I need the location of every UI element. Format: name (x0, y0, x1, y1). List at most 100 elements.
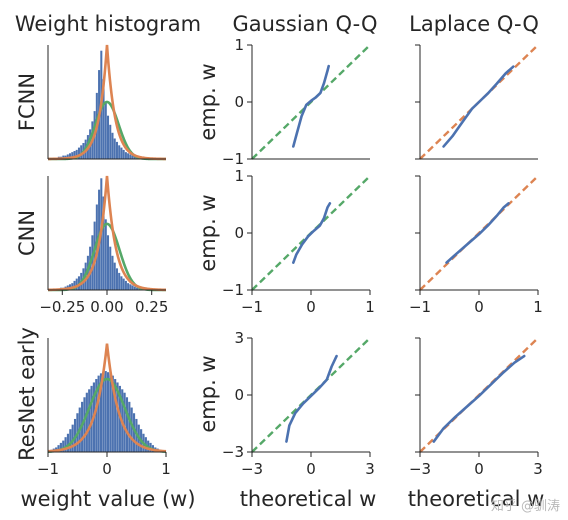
histogram-bar (136, 287, 139, 290)
y-tick-label: 0 (234, 224, 244, 242)
x-tick-label: 0.25 (135, 298, 168, 316)
x-tick-label: 0 (306, 298, 316, 316)
histogram-bar (80, 145, 83, 159)
histogram-bar (109, 124, 112, 159)
panel-4: −1 0 1 −1 0 1 (222, 167, 375, 316)
row-label-resnet-early: ResNet early (15, 327, 39, 461)
x-tick-label: 3 (365, 460, 375, 478)
histogram-bar (66, 433, 70, 452)
histogram-bar (77, 147, 80, 159)
histogram-bar (97, 375, 100, 452)
panel-0 (47, 44, 167, 161)
histogram-bar (131, 285, 134, 290)
histogram-bar (102, 196, 105, 290)
histogram-bar (115, 141, 118, 159)
x-tick-label: −0.25 (39, 298, 85, 316)
x-tick-label: 0 (306, 460, 316, 478)
histogram-bar (69, 429, 72, 452)
qq-series-line (292, 64, 330, 148)
col-title-gaussian-qq: Gaussian Q-Q (232, 12, 377, 36)
histogram-bar (109, 246, 112, 290)
xlabel-histogram: weight value (w) (20, 487, 195, 511)
x-tick-label: 0.00 (90, 298, 123, 316)
histogram-bar (127, 283, 130, 290)
row-label-cnn: CNN (15, 210, 39, 256)
histogram-bar (113, 138, 116, 159)
gaussian-fit-line (47, 377, 167, 454)
histogram-bar (124, 280, 127, 290)
watermark: 知乎 @驯涛 (490, 499, 560, 514)
histogram-bar (90, 385, 93, 452)
y-tick-label: 1 (234, 36, 244, 54)
histogram-bar (124, 152, 127, 159)
histogram-bar (116, 382, 119, 452)
histogram-bar (123, 392, 126, 452)
col-title-laplace-qq: Laplace Q-Q (409, 12, 539, 36)
histogram-bar (59, 442, 62, 452)
histogram-bar (102, 372, 105, 452)
histogram-bar (95, 204, 98, 290)
histogram-bar (75, 278, 78, 290)
histogram-bar (111, 132, 114, 159)
histogram-bar (102, 79, 105, 159)
histogram-bar (95, 379, 98, 452)
qq-series-line (285, 354, 338, 443)
histogram-bar (125, 397, 129, 452)
panel-6 (415, 44, 539, 160)
x-tick-label: 1 (365, 298, 375, 316)
histogram-bar (133, 286, 136, 290)
ylabel-qq-row2: emp. w (196, 194, 220, 271)
qq-series-line (432, 354, 526, 443)
histogram-bar (111, 375, 114, 452)
histogram-bar (71, 424, 74, 452)
histogram-bar (71, 152, 74, 159)
histogram-bar (75, 149, 78, 159)
x-tick-label: −1 (241, 298, 263, 316)
x-tick-label: 0 (102, 460, 112, 478)
histogram-bar (99, 373, 103, 452)
histogram-bar (69, 153, 72, 159)
laplace-fit-line (47, 175, 167, 292)
histogram-bar (83, 397, 86, 452)
x-tick-label: −1 (409, 298, 431, 316)
panel-1: −0.25 0.00 0.25 (39, 175, 168, 316)
histogram-bar (130, 407, 133, 452)
ylabel-qq-row1: emp. w (196, 63, 220, 140)
histogram-bar (104, 219, 107, 290)
histogram-bar (86, 255, 89, 290)
x-tick-label: 1 (533, 298, 543, 316)
histogram-bar (120, 276, 123, 290)
histogram-bar (66, 154, 69, 159)
qq-series-line (442, 65, 515, 148)
histogram-bar (128, 401, 131, 452)
ylabel-qq-row3: emp. w (196, 355, 220, 432)
histogram-bar (129, 284, 132, 290)
histogram-bar (93, 221, 96, 290)
panel-3: −1 0 1 (222, 36, 371, 168)
x-tick-label: −3 (241, 460, 263, 478)
panel-2: −1 0 1 (37, 338, 171, 478)
x-tick-label: −1 (37, 460, 59, 478)
histogram-bar (107, 372, 110, 452)
histogram-bar (122, 278, 125, 290)
histogram-bar (89, 246, 92, 290)
qq-series-line (292, 202, 332, 264)
panels: −0.25 0.00 0.25−1 0 1−101−1 0 1−101−3 0 3−303−1 0… (37, 36, 543, 478)
histogram-bar (131, 155, 134, 159)
laplace-fit-line (47, 44, 167, 161)
histogram-bar (118, 272, 121, 290)
histogram-bar (107, 115, 110, 159)
col-title-histogram: Weight histogram (15, 12, 201, 36)
histogram-bar (57, 445, 60, 452)
histogram-bar (85, 392, 88, 452)
y-tick-label: 0 (234, 386, 244, 404)
histogram-bar (113, 262, 116, 290)
row-label-fcnn: FCNN (15, 73, 39, 131)
y-tick-label: −3 (222, 443, 244, 461)
histogram-bar (88, 389, 91, 452)
histogram-bar (127, 153, 130, 159)
qq-series-line (445, 202, 510, 264)
histogram-bar (62, 440, 65, 452)
xlabel-laplace-qq: theoretical w (408, 487, 545, 511)
